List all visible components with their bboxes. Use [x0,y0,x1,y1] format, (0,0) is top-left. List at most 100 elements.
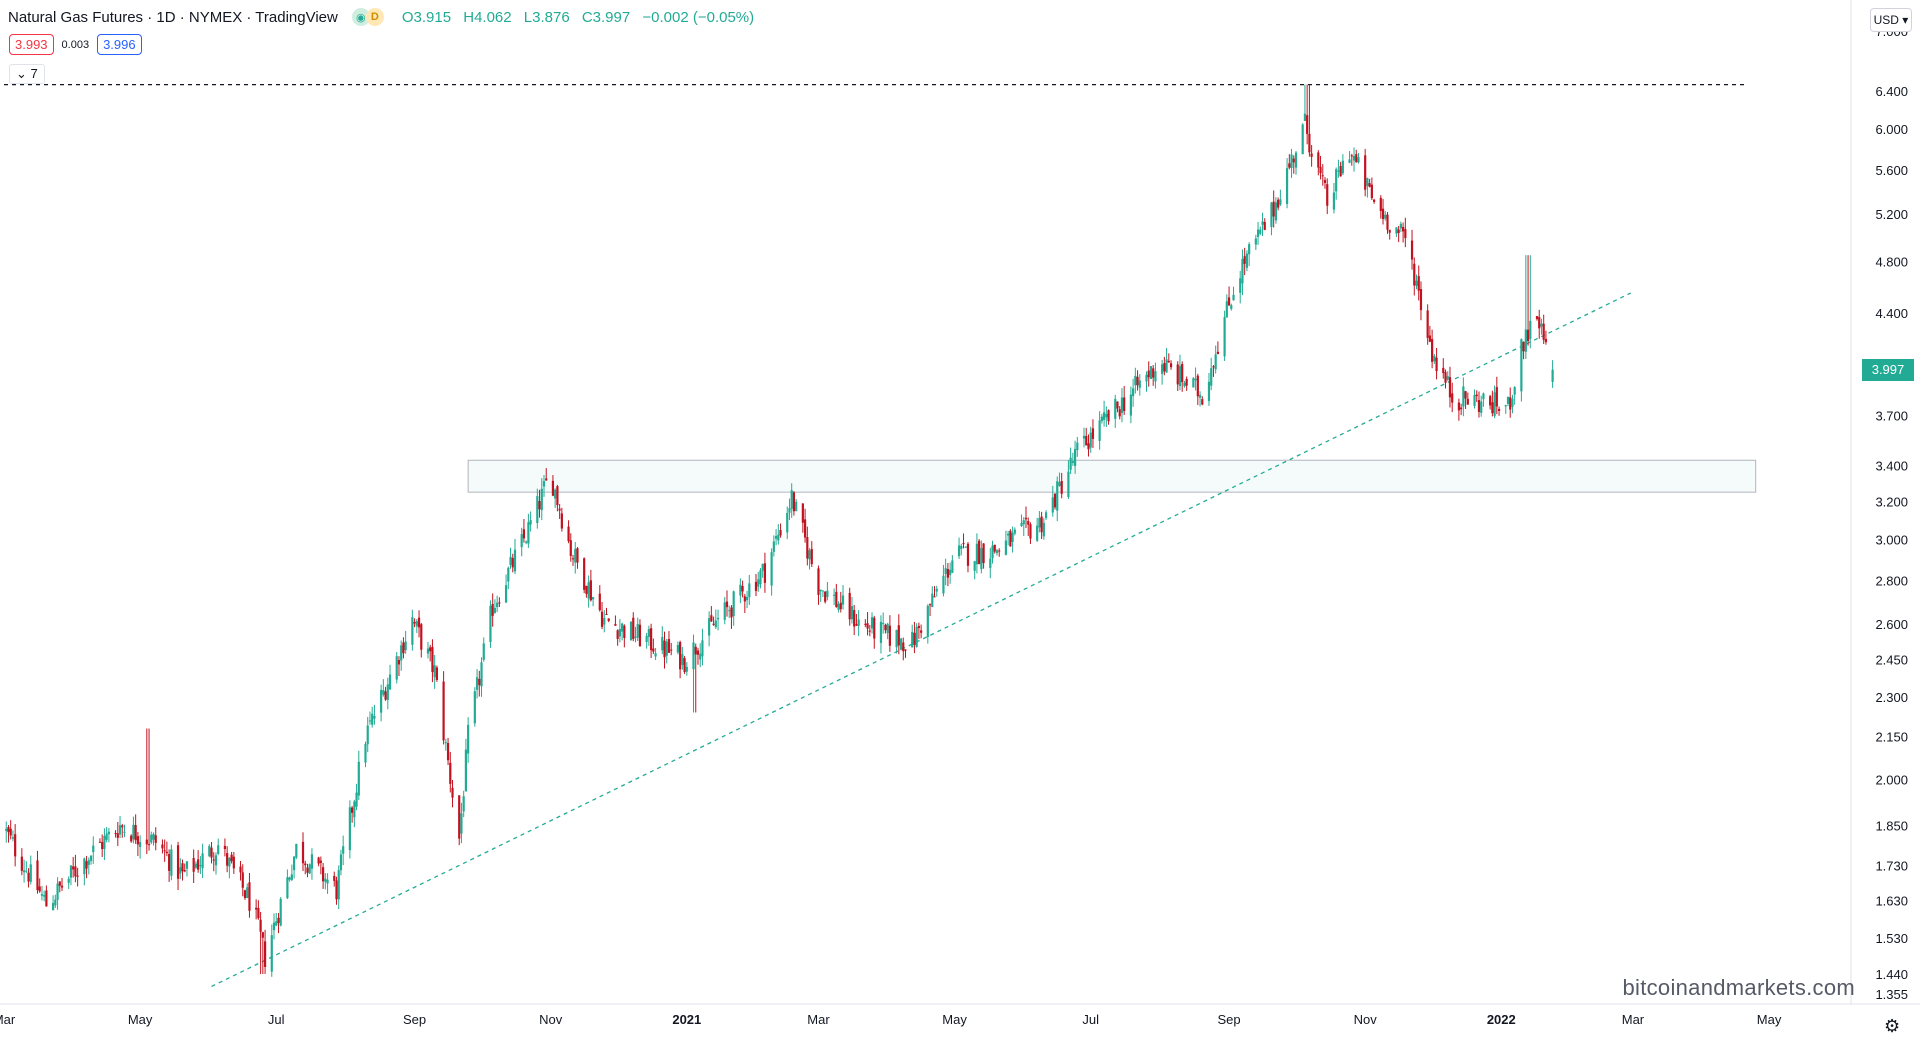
candle [1319,155,1322,180]
delayed-data-icon[interactable]: D [365,8,384,26]
candle-body [1259,229,1262,234]
candle [433,654,436,689]
candle [1341,154,1344,175]
candle [759,567,762,589]
candle-body [587,582,590,599]
candle [76,867,79,887]
candle-body [364,744,367,763]
candle-body [384,691,387,700]
candle-body [1120,397,1124,414]
candle [667,631,671,654]
candle [1352,147,1356,172]
candle [176,841,180,891]
candle [1120,388,1124,423]
price-tick-label: 1.530 [1875,931,1908,946]
candle-body [1402,226,1405,232]
candle [214,852,218,875]
candle [712,616,715,626]
candle [654,647,657,661]
candle-body [1027,521,1030,525]
candle [1024,506,1028,529]
buy-price-button[interactable]: 3.996 [97,34,142,55]
candle-body [645,635,648,643]
gear-icon[interactable]: ⚙ [1884,1016,1901,1036]
candle [493,599,497,614]
time-tick-label: Mar [0,1012,16,1027]
candle [145,728,148,854]
candle-body [326,879,329,884]
currency-dropdown[interactable]: USD ▾ [1870,8,1912,32]
candle-body [1051,497,1054,513]
candle [949,562,952,584]
candle [605,607,608,615]
candle [194,861,198,870]
candle [1460,403,1463,416]
candle [1185,376,1188,391]
candle [1529,255,1532,349]
candle-body [1415,280,1418,286]
candle [520,527,523,557]
candle-body [270,935,273,972]
candle [201,843,204,878]
candle-body [542,481,546,487]
candle [168,849,171,882]
candle-body [279,898,282,926]
candle-body [732,591,735,617]
candle-body [589,580,592,601]
candle [333,871,336,887]
candle [926,604,929,644]
candle-body [1419,289,1423,311]
candle [1076,436,1079,457]
candle-body [1245,253,1249,268]
candle-body [446,742,450,761]
candle-body [121,825,124,828]
candle-body [949,569,952,575]
candle-body [163,850,166,852]
candle [962,533,965,549]
ohlc-values: O3.915 H4.062 L3.876 C3.997 −0.002 (−0.0… [402,9,762,26]
candle-body [145,839,148,845]
candle-body [757,579,760,587]
candle [257,900,260,920]
low-value: L3.876 [523,8,570,26]
candle [542,475,546,497]
candle-body [1348,159,1351,163]
candle-body [1540,323,1543,327]
candle-body [1497,408,1501,411]
candle [583,557,586,594]
candle-body [993,544,996,552]
candle-body [1491,402,1494,414]
price-tick-label: 4.400 [1875,306,1908,321]
time-tick-label: Jul [268,1012,285,1027]
candle [819,589,822,603]
candle [790,483,793,518]
candle-body [507,567,510,582]
indicators-collapse-button[interactable]: ⌄ 7 [9,64,45,84]
candle-body [964,546,967,548]
symbol-title[interactable]: Natural Gas Futures · 1D · NYMEX · Tradi… [8,8,338,26]
candle-body [317,857,320,864]
candle-body [761,563,764,571]
candle [462,790,465,818]
candle [1277,197,1280,211]
candle-body [540,488,543,511]
sell-price-button[interactable]: 3.993 [9,34,54,55]
candle-body [1272,201,1275,217]
candle [931,586,934,608]
market-open-icon[interactable]: ◉ [351,8,370,26]
candle [732,590,735,626]
candle [1339,161,1342,177]
candle-body [402,642,405,654]
candle [1274,197,1278,224]
candle-body [745,596,749,601]
candle [118,815,122,839]
candle-body [290,874,293,880]
candle [692,634,695,713]
candle-body [824,591,827,602]
candle [1493,385,1496,419]
candle [725,590,729,617]
candle-body [1136,376,1139,386]
price-tick-label: 2.800 [1875,573,1908,588]
